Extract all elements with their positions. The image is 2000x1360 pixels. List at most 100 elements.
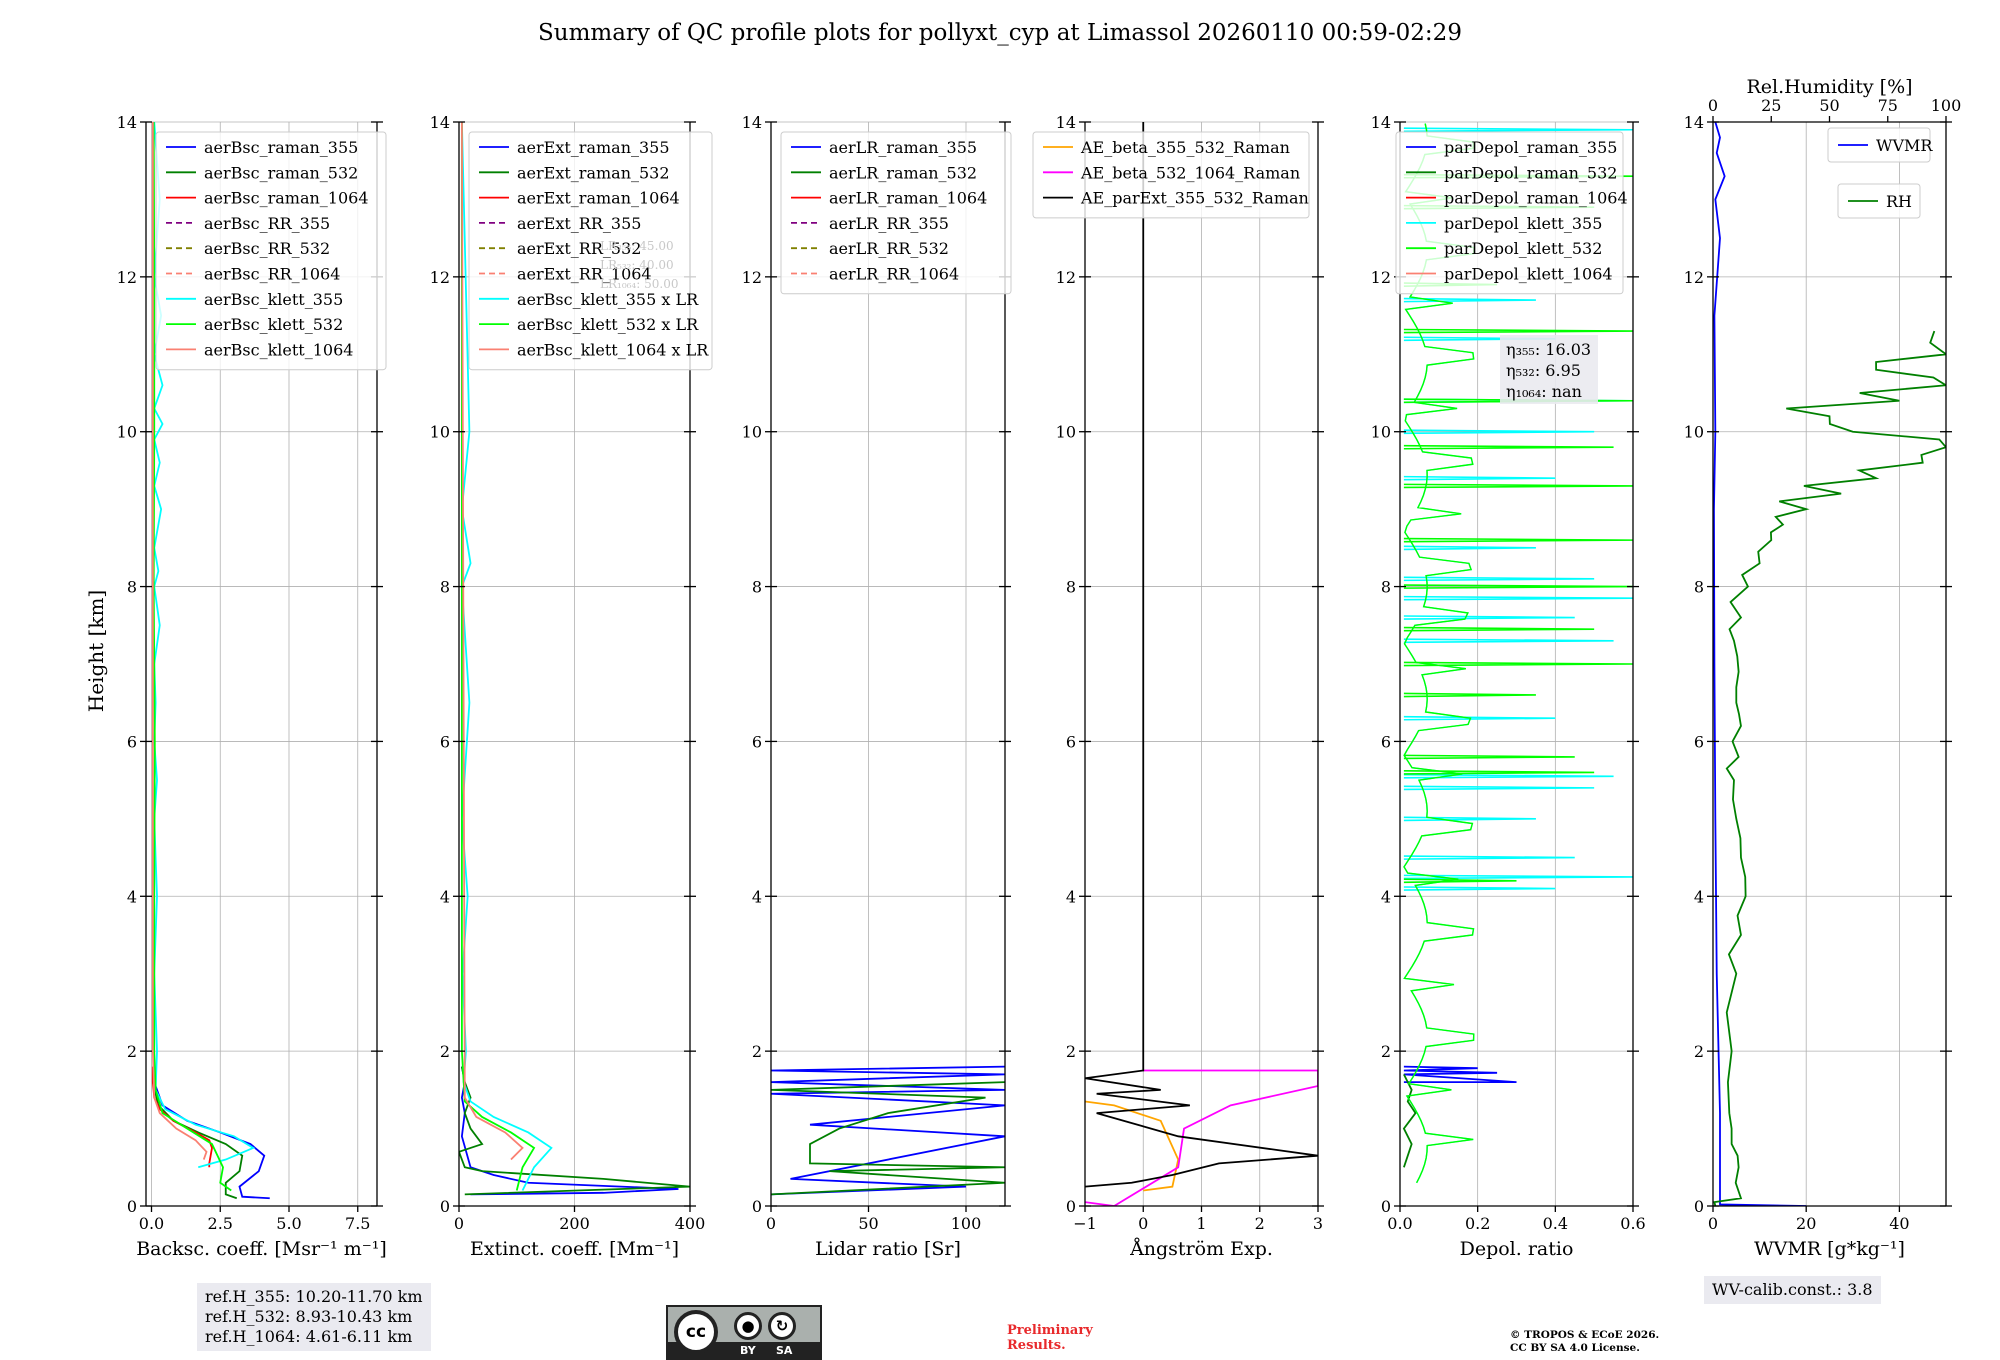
y-tick-label: 0 — [1381, 1197, 1391, 1216]
legend-label: aerBsc_raman_355 — [204, 138, 358, 157]
series-spike — [1403, 886, 1556, 891]
x-tick-label: 20 — [1796, 1214, 1816, 1233]
series-line — [151, 122, 208, 1160]
legend-box — [780, 131, 1012, 295]
series-spike — [1403, 855, 1575, 860]
y-tick-label: 8 — [1066, 578, 1076, 597]
y-tick-label: 4 — [127, 887, 137, 906]
series-spike — [1403, 584, 1633, 589]
cc-license-badge: cc ● ↻ BY SA — [666, 1305, 822, 1360]
series-line — [1085, 1069, 1318, 1206]
eta-box — [1500, 335, 1598, 404]
y-tick-label: 4 — [752, 887, 762, 906]
y-tick-label: 12 — [1684, 268, 1704, 287]
y-tick-label: 10 — [1056, 423, 1076, 442]
y-tick-label: 8 — [1694, 578, 1704, 597]
legend-label: aerBsc_raman_532 — [204, 163, 358, 182]
preliminary-line-1: Preliminary — [1007, 1323, 1093, 1338]
series-spike — [1403, 328, 1633, 334]
series-spike — [1403, 754, 1575, 760]
series-line — [771, 1081, 1005, 1196]
panel-3: 0 2 4 6 8 10 12 14 0 50 100 Lidar ratio [Sr] aerLR_r… — [742, 113, 1012, 1260]
y-tick-label: 12 — [742, 268, 762, 287]
copyright-line-2: CC BY SA 4.0 License. — [1510, 1342, 1640, 1354]
series-line — [1403, 123, 1475, 1184]
series-line — [460, 122, 524, 1161]
legend-label: aerExt_RR_532 — [517, 239, 641, 258]
x2-tick-label: 25 — [1761, 96, 1781, 115]
series-spike — [1403, 537, 1633, 543]
x-tick-label: 7.5 — [345, 1214, 370, 1233]
x-tick-label: 0.0 — [139, 1214, 164, 1233]
y-tick-label: 2 — [1066, 1042, 1076, 1061]
y-tick-label: 12 — [117, 268, 137, 287]
series-spike — [1403, 595, 1633, 601]
legend-label: aerExt_RR_1064 — [517, 265, 652, 284]
y-tick-label: 6 — [127, 732, 137, 751]
series-spike — [1403, 576, 1595, 582]
series-line — [771, 1065, 1005, 1196]
panel-1: 0 2 4 6 8 10 12 14 0.0 2.5 5.0 7.5 Backsc. coeff. [M… — [117, 113, 387, 1260]
copyright-note: © TROPOS & ECoE 2026. CC BY SA 4.0 Licen… — [1510, 1329, 1659, 1355]
legend-label: parDepol_raman_1064 — [1444, 189, 1628, 208]
x-tick-label: 2.5 — [208, 1214, 233, 1233]
legend-label: aerBsc_RR_1064 — [204, 265, 340, 284]
series-line — [153, 122, 256, 1169]
series-group — [1085, 122, 1318, 1206]
ref-height-532: ref.H_532: 8.93-10.43 km — [205, 1307, 413, 1326]
series-spike — [1403, 429, 1595, 435]
x2-tick-label: 0 — [1708, 96, 1718, 115]
series-spike — [1403, 545, 1536, 551]
x-tick-label: 0.6 — [1620, 1214, 1645, 1233]
y-tick-label: 8 — [127, 578, 137, 597]
y-tick-label: 12 — [1056, 268, 1076, 287]
y-tick-label: 8 — [440, 578, 450, 597]
y-tick-label: 2 — [1694, 1042, 1704, 1061]
series-group — [1713, 122, 1946, 1206]
x2-axis-label: Rel.Humidity [%] — [1746, 76, 1912, 98]
x-axis-label: Depol. ratio — [1460, 1238, 1574, 1260]
legend-label: AE_beta_532_1064_Raman — [1080, 163, 1300, 182]
y-tick-label: 14 — [1056, 113, 1076, 132]
y-tick-label: 8 — [752, 578, 762, 597]
x-tick-label: 0.4 — [1543, 1214, 1568, 1233]
series-spike — [1403, 692, 1536, 698]
y-tick-label: 0 — [127, 1197, 137, 1216]
series-spike — [1403, 626, 1595, 632]
cc-logo-icon: cc — [674, 1310, 718, 1354]
series-line — [152, 122, 232, 1192]
legend-box — [468, 131, 713, 371]
series-spike — [1403, 661, 1633, 667]
series-line — [153, 1081, 270, 1200]
series-line — [1402, 1073, 1417, 1168]
panel-5: 0 2 4 6 8 10 12 14 0.0 0.2 0.4 0.6 Depol. ratio parDe… — [1371, 113, 1646, 1260]
x-axis-label: Ångström Exp. — [1129, 1238, 1273, 1260]
series-spike — [1403, 638, 1614, 644]
legend-box — [155, 131, 387, 371]
y-tick-label: 6 — [440, 732, 450, 751]
y-tick-label: 10 — [742, 423, 762, 442]
series-group — [771, 1065, 1005, 1196]
y-tick-label: 6 — [752, 732, 762, 751]
legend-label: AE_parExt_355_532_Raman — [1080, 189, 1309, 208]
legend-label: aerLR_RR_355 — [829, 214, 949, 233]
legend-label: aerLR_RR_532 — [829, 239, 949, 258]
legend-label: aerBsc_RR_355 — [204, 214, 330, 233]
y-tick-label: 0 — [1694, 1197, 1704, 1216]
y-tick-label: 4 — [440, 887, 450, 906]
sa-share-icon: ↻ — [768, 1312, 796, 1340]
y-tick-label: 0 — [752, 1197, 762, 1216]
x-tick-label: 50 — [858, 1214, 878, 1233]
legend-label: parDepol_klett_1064 — [1444, 265, 1613, 284]
y-tick-label: 6 — [1694, 732, 1704, 751]
x-tick-label: 400 — [675, 1214, 706, 1233]
y-tick-label: 2 — [1381, 1042, 1391, 1061]
ref-heights-box: ref.H_355: 10.20-11.70 km ref.H_532: 8.9… — [197, 1283, 431, 1351]
eta-text: η₃₅₅: 16.03 — [1506, 340, 1591, 359]
y-axis-label: Height [km] — [84, 590, 108, 712]
legend-label: aerBsc_klett_532 — [204, 315, 343, 334]
ref-height-1064: ref.H_1064: 4.61-6.11 km — [205, 1327, 413, 1346]
legend-label: aerBsc_klett_355 — [204, 290, 343, 309]
